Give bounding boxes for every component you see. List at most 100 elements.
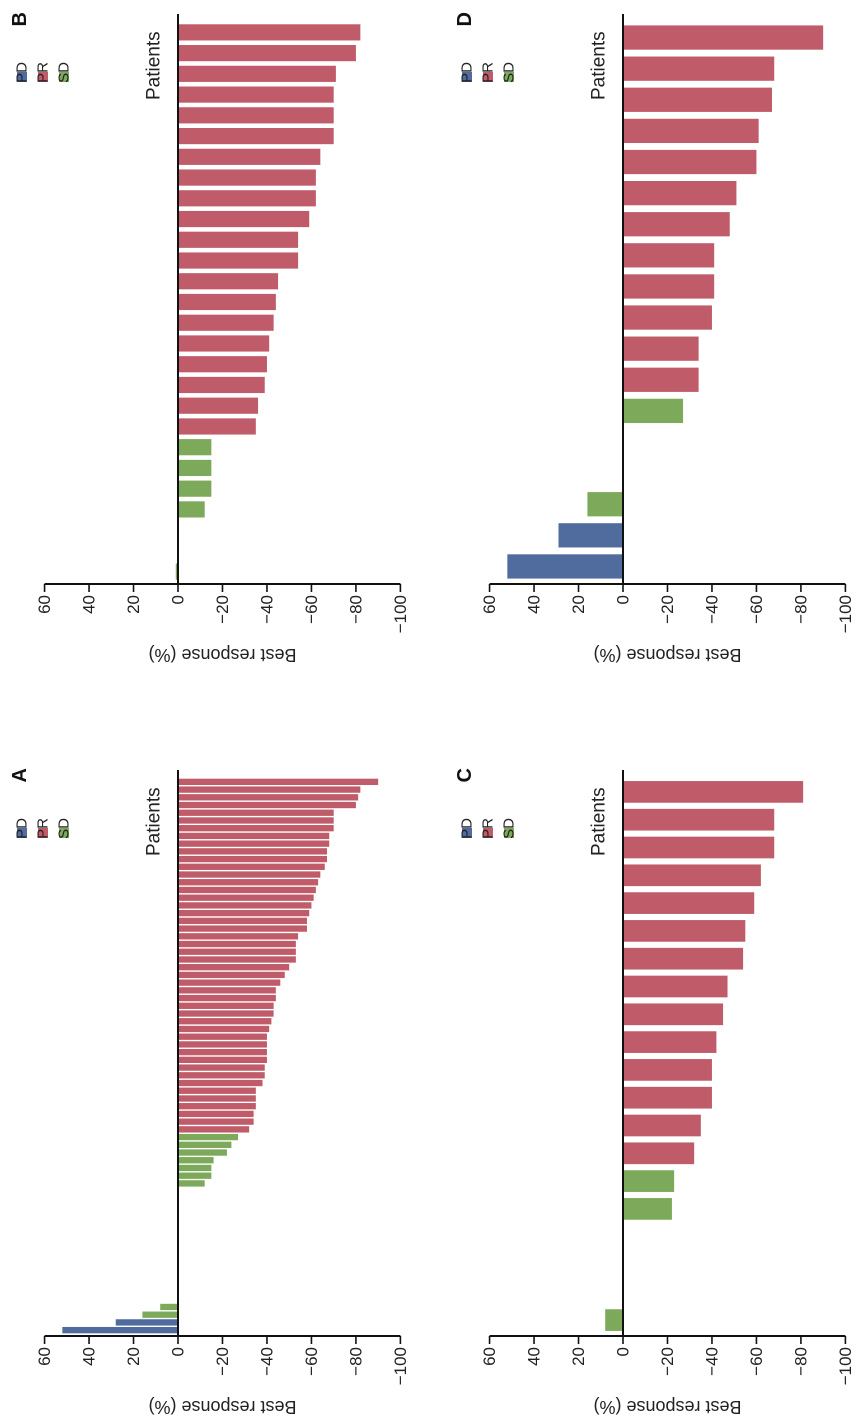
bar-pr-62 [178, 855, 328, 863]
bar-pr-21 [178, 148, 321, 165]
tick-label: −40 [257, 1347, 276, 1376]
bar-sd-7 [178, 439, 212, 456]
bar-pr-47 [178, 971, 285, 979]
bar-pr-50 [178, 948, 296, 955]
bar-pr-8 [178, 418, 256, 435]
bar-sd-3 [587, 492, 623, 517]
bar-pr-49 [178, 956, 296, 963]
legend-swatch-pd [17, 72, 27, 82]
bar-pr-35 [178, 1064, 265, 1071]
bar-pd-2 [558, 523, 623, 548]
bar-pr-51 [178, 940, 296, 948]
bar-pr-34 [178, 1072, 265, 1079]
bar-pr-8 [623, 336, 699, 361]
bar-pr-48 [178, 964, 290, 971]
bar-pr-53 [178, 925, 307, 932]
legend-swatch-sd [504, 828, 514, 838]
tick-label: −100 [836, 595, 855, 633]
bar-sd-6 [178, 459, 212, 477]
bar-pr-66 [178, 825, 334, 832]
bar-pr-20 [623, 781, 804, 803]
legend-swatch-sd [504, 72, 514, 82]
bar-pr-15 [623, 118, 759, 144]
bar-pr-11 [178, 356, 267, 373]
legend-label-pd: PD [459, 818, 476, 839]
tick-label: −100 [391, 1347, 410, 1385]
bar-pr-28 [178, 1118, 254, 1125]
bar-pr-70 [178, 794, 359, 801]
legend-label-pr: PR [480, 62, 497, 83]
bar-pr-11 [623, 243, 715, 268]
bar-pr-67 [178, 817, 334, 824]
bar-pr-20 [178, 169, 316, 186]
bar-pr-16 [178, 252, 299, 269]
bar-sd-1 [605, 1309, 623, 1331]
bar-pr-23 [178, 107, 334, 124]
bar-pd-1 [507, 554, 623, 579]
bar-pr-60 [178, 871, 321, 878]
chart-panel-b: 60 40 20 0 −20 −40 −60 −80 −100 Best response (%)… [9, 12, 410, 665]
bar-pr-69 [178, 801, 356, 809]
tick-label: 40 [525, 1347, 544, 1366]
legend-swatch-pd [17, 828, 27, 838]
bar-pr-64 [178, 840, 330, 847]
panel-letter-a: A [9, 768, 31, 782]
tick-label: 0 [614, 1347, 633, 1356]
legend-label-pr: PR [35, 62, 52, 83]
legend-swatch-pr [38, 828, 48, 838]
legend-swatch-pd [462, 828, 472, 838]
tick-label: −40 [702, 595, 721, 624]
bar-pr-14 [623, 149, 757, 175]
bar-pr-12 [623, 212, 730, 237]
bar-pr-18 [178, 210, 310, 228]
patients-axis-title: Patients [144, 787, 165, 856]
bar-pd-2 [115, 1319, 178, 1326]
bar-sd-4 [178, 501, 205, 518]
bar-pr-14 [178, 293, 276, 311]
bar-pr-16 [623, 87, 773, 112]
bar-pr-7 [623, 367, 699, 392]
tick-label: 60 [480, 1347, 499, 1366]
tick-label: 60 [480, 595, 499, 614]
bar-pr-25 [178, 65, 336, 82]
tick-label: 0 [169, 595, 188, 604]
legend-label-pd: PD [459, 62, 476, 83]
bar-pr-38 [178, 1041, 267, 1048]
bar-pr-24 [178, 86, 334, 103]
bar-pr-9 [178, 397, 259, 414]
tick-label: −20 [658, 595, 677, 624]
tick-label: −60 [302, 1347, 321, 1376]
bar-pr-10 [623, 1059, 712, 1081]
bar-pr-61 [178, 863, 325, 870]
bar-pr-22 [178, 127, 334, 145]
tick-label: 60 [35, 1347, 54, 1366]
bar-pr-57 [178, 894, 314, 901]
tick-label: −100 [836, 1347, 855, 1385]
bar-pr-31 [178, 1095, 256, 1102]
tick-label: 20 [124, 1347, 143, 1366]
legend-label-pd: PD [14, 62, 31, 83]
patients-axis-title: Patients [589, 31, 610, 100]
tick-label: 20 [569, 1347, 588, 1366]
legend-label-sd: SD [501, 62, 518, 83]
tick-label: 40 [80, 595, 99, 614]
legend-swatch-pr [483, 72, 493, 82]
bar-sd-26 [178, 1133, 239, 1141]
tick-label: −20 [658, 1347, 677, 1376]
bar-pr-11 [623, 1031, 717, 1053]
tick-label: −80 [346, 1347, 365, 1376]
bar-pr-52 [178, 933, 299, 940]
panel-letter-b: B [9, 12, 31, 26]
bar-pr-65 [178, 832, 330, 840]
legend-swatch-sd [59, 72, 69, 82]
value-axis-title: Best response (%) [593, 645, 741, 665]
bar-pr-55 [178, 909, 310, 917]
bar-sd-6 [623, 398, 684, 424]
bar-pr-18 [623, 25, 824, 50]
bar-sd-1 [175, 563, 178, 580]
legend-swatch-pr [38, 72, 48, 82]
tick-label: 20 [569, 595, 588, 614]
tick-label: 0 [169, 1347, 188, 1356]
legend-swatch-pd [462, 72, 472, 82]
legend-label-pd: PD [14, 818, 31, 839]
